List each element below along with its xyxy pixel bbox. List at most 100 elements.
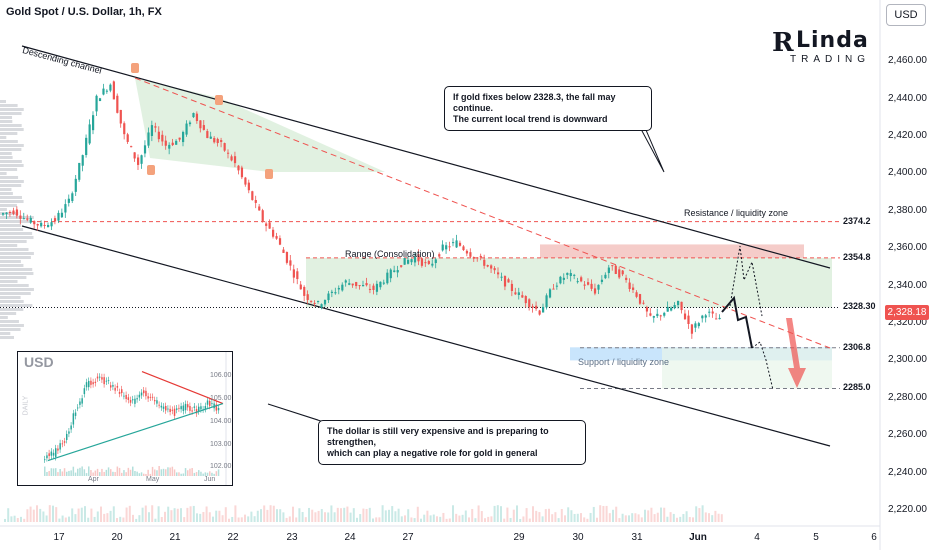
volume-profile-bar [0, 200, 24, 203]
volume-bar [656, 512, 659, 522]
volume-profile-bar [0, 212, 19, 215]
logo-sub: TRADING [790, 54, 870, 65]
candle-body [472, 257, 475, 259]
volume-profile-bar [0, 132, 18, 135]
candle-body [580, 277, 583, 282]
volume-bar [640, 517, 643, 522]
candle-body [410, 259, 413, 263]
volume-bar [717, 513, 720, 522]
candle-body [659, 315, 662, 317]
inset-volume-bar [154, 469, 156, 476]
volume-bar [570, 510, 573, 522]
currency-badge[interactable]: USD [886, 4, 926, 26]
volume-bar [695, 506, 698, 522]
candle-body [362, 285, 365, 287]
candle-body [670, 307, 673, 311]
volume-bar [266, 509, 269, 522]
volume-bar [122, 517, 125, 522]
inset-candle-body [134, 398, 136, 404]
candle-body [5, 212, 8, 215]
inset-volume-bar [132, 466, 134, 476]
inset-candle-body [121, 389, 123, 394]
inset-candle-body [198, 406, 200, 412]
range-zone [306, 257, 832, 308]
inset-candle-body [61, 443, 64, 445]
candle-body [566, 272, 569, 275]
volume-bar [682, 514, 685, 522]
candle-body [607, 267, 610, 274]
candle-body [36, 224, 39, 226]
inset-candle-body [118, 392, 121, 394]
inset-candle-body [70, 425, 72, 430]
volume-bar [528, 518, 531, 522]
volume-bar [109, 510, 112, 522]
volume-bar [663, 507, 666, 522]
y-tick-label: 2,300.00 [888, 354, 927, 366]
inset-candle-body [191, 410, 193, 412]
volume-bar [535, 510, 538, 522]
volume-bar [263, 505, 266, 522]
y-tick-label: 2,380.00 [888, 204, 927, 216]
inset-volume-bar [180, 473, 182, 476]
volume-profile-bar [0, 144, 24, 147]
inset-candle-body [90, 380, 92, 385]
candle-body [227, 152, 230, 154]
candle-body [140, 155, 143, 164]
volume-profile-bar [0, 284, 29, 287]
inset-candle-body [99, 376, 101, 378]
candle-body [310, 300, 313, 302]
inset-volume-bar [134, 471, 136, 476]
inset-x-tick: Jun [204, 476, 216, 483]
inset-candle-body [44, 459, 46, 461]
inset-volume-bar [94, 470, 97, 476]
inset-volume-bar [158, 466, 160, 476]
volume-bar [432, 514, 435, 522]
candle-body [455, 240, 458, 248]
volume-bar [29, 506, 32, 522]
volume-profile-bar [0, 128, 24, 131]
candle-body [147, 132, 150, 146]
candle-body [71, 193, 74, 202]
volume-bar [327, 512, 330, 522]
volume-bar [484, 518, 486, 522]
volume-bar [388, 509, 390, 522]
volume-profile-bar [0, 236, 34, 239]
volume-bar [538, 512, 541, 522]
candle-body [517, 292, 520, 295]
candle-body [628, 282, 631, 289]
volume-bar [276, 509, 278, 522]
inset-candle-body [57, 448, 59, 451]
candle-body [531, 306, 534, 308]
inset-volume-bar [165, 469, 167, 476]
candle-body [431, 263, 434, 266]
pivot-marker [131, 63, 139, 73]
candle-body [400, 265, 403, 267]
volume-profile-bar [0, 248, 29, 251]
candle-body [185, 123, 188, 135]
inset-candle-body [85, 382, 88, 388]
volume-bar [141, 507, 144, 522]
volume-bar [445, 518, 448, 522]
candle-body [289, 260, 292, 266]
candle-body [29, 217, 32, 223]
candle-body [223, 143, 226, 151]
volume-bar [119, 516, 122, 522]
inset-candle-body [92, 382, 94, 385]
candle-body [33, 221, 36, 225]
volume-profile-bar [0, 108, 24, 111]
candle-body [614, 265, 617, 274]
volume-profile-bar [0, 124, 22, 127]
volume-bar [189, 506, 192, 522]
inset-candle-body [74, 412, 77, 416]
candle-body [562, 277, 565, 280]
volume-profile-bar [0, 148, 22, 151]
inset-volume-bar [193, 472, 196, 476]
volume-bar [436, 516, 438, 522]
volume-bar [532, 506, 534, 522]
volume-bar [138, 515, 141, 522]
volume-bar [548, 508, 550, 522]
inset-candle-body [180, 406, 182, 410]
candle-body [604, 274, 607, 279]
volume-bar [464, 510, 467, 522]
